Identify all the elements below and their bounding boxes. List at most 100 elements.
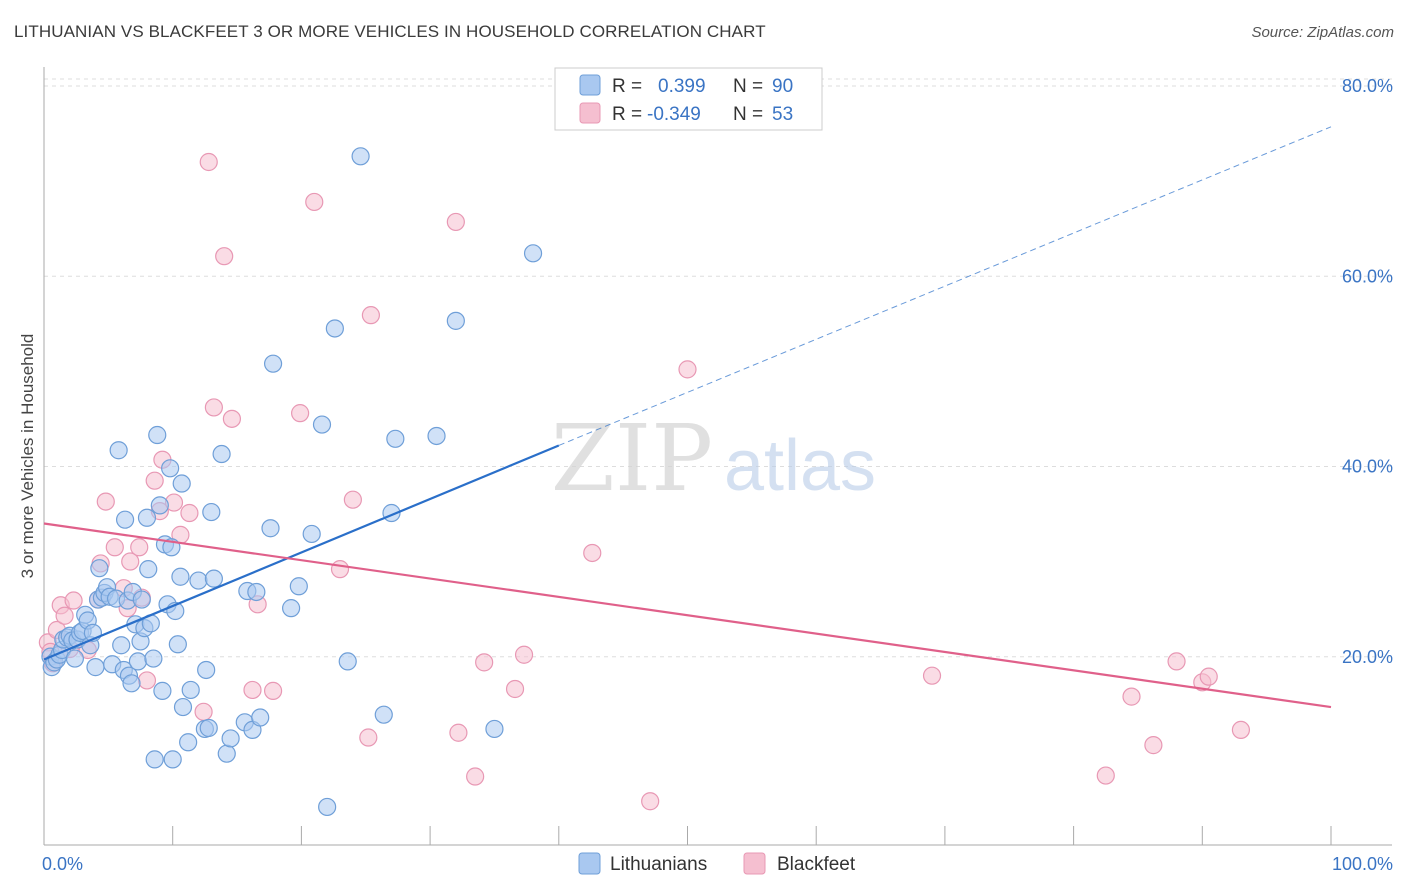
x-tick-label: 0.0% [42,854,83,874]
point-lithuanians [86,658,105,677]
axes [43,67,1392,846]
point-blackfeet [137,671,157,690]
point-blackfeet [64,591,83,610]
trend-line-lithuanians-extension [558,126,1332,446]
point-lithuanians [446,311,465,330]
trend-line-blackfeet [43,522,1332,709]
stats-r-label-2: R = [612,104,642,125]
x-tick-label: 100.0% [1332,854,1393,874]
point-lithuanians [189,571,208,590]
stats-legend-swatch-blue [579,74,601,96]
point-blackfeet [1096,766,1115,785]
point-lithuanians [217,744,236,763]
y-tick-label: 80.0% [1342,76,1393,96]
point-lithuanians [325,319,344,338]
point-lithuanians [204,569,223,588]
point-blackfeet [359,728,378,747]
point-lithuanians [148,425,167,445]
point-blackfeet [466,767,485,786]
point-blackfeet [1167,652,1186,671]
point-blackfeet [96,492,115,511]
point-lithuanians [153,681,172,700]
point-lithuanians [109,441,128,460]
point-blackfeet [130,538,149,557]
point-blackfeet [449,723,468,742]
point-blackfeet [1199,667,1218,686]
legend-label-blackfeet: Blackfeet [777,854,856,875]
point-lithuanians [139,560,158,579]
point-lithuanians [263,354,283,373]
point-lithuanians [261,519,280,538]
point-lithuanians [132,590,151,609]
point-lithuanians [179,733,198,752]
stats-n-label-2: N = [733,104,763,125]
stats-n-label-1: N = [733,76,763,97]
point-lithuanians [523,244,543,263]
tick-labels: 20.0% 40.0% 60.0% 80.0% 0.0% 100.0% [42,76,1393,874]
watermark-atlas: atlas [724,426,876,506]
point-lithuanians [90,559,109,578]
point-lithuanians [386,429,405,448]
y-tick-label: 40.0% [1342,457,1393,477]
point-lithuanians [221,729,240,748]
stats-legend-swatch-pink [579,102,601,124]
point-blackfeet [263,681,283,700]
point-blackfeet [678,360,697,379]
point-lithuanians [351,147,370,166]
point-blackfeet [583,543,602,563]
point-lithuanians [181,680,200,700]
point-blackfeet [1122,687,1141,706]
stats-r-value-1: 0.399 [658,76,706,97]
stats-n-value-1: 90 [772,76,793,97]
trend-line-lithuanians [43,444,560,661]
trend-lines [43,126,1332,709]
point-lithuanians [485,719,504,739]
chart-title: LITHUANIAN VS BLACKFEET 3 OR MORE VEHICL… [14,22,766,41]
point-lithuanians [128,652,148,671]
point-lithuanians [197,660,216,680]
point-lithuanians [282,599,301,618]
point-lithuanians [145,750,164,769]
point-blackfeet [505,679,525,699]
point-lithuanians [150,496,169,515]
point-blackfeet [343,490,362,509]
point-blackfeet [330,560,350,579]
point-lithuanians [427,426,446,446]
watermark: ZIP atlas [551,405,876,512]
point-lithuanians [251,708,270,727]
series-legend: Lithuanians Blackfeet [578,852,856,875]
point-blackfeet [222,409,242,428]
point-lithuanians [318,797,337,817]
stats-legend: R = 0.399 N = 90 R = -0.349 N = 53 [554,67,823,131]
legend-swatch-lithuanians [578,852,601,875]
gridlines [44,78,1392,658]
point-lithuanians [302,524,321,544]
point-blackfeet [446,212,465,232]
point-blackfeet [922,666,942,685]
point-blackfeet [475,653,494,672]
point-lithuanians [312,415,332,434]
point-lithuanians [289,577,308,596]
point-lithuanians [212,444,231,464]
point-blackfeet [204,398,223,417]
point-lithuanians [199,718,218,738]
point-blackfeet [105,538,124,557]
point-blackfeet [361,306,380,325]
stats-r-value-2: -0.349 [647,104,701,125]
point-lithuanians [163,750,182,769]
point-lithuanians [161,459,180,478]
point-blackfeet [215,247,234,266]
series-lithuanians-points [41,147,543,817]
source-label: Source: ZipAtlas.com [1251,24,1394,41]
point-lithuanians [247,582,266,602]
legend-label-lithuanians: Lithuanians [610,854,707,875]
point-blackfeet [514,645,534,664]
point-blackfeet [145,471,164,490]
point-lithuanians [168,635,187,654]
stats-n-value-2: 53 [772,104,793,125]
point-blackfeet [180,503,199,523]
point-lithuanians [115,510,135,529]
point-blackfeet [305,192,324,212]
point-lithuanians [122,674,141,693]
